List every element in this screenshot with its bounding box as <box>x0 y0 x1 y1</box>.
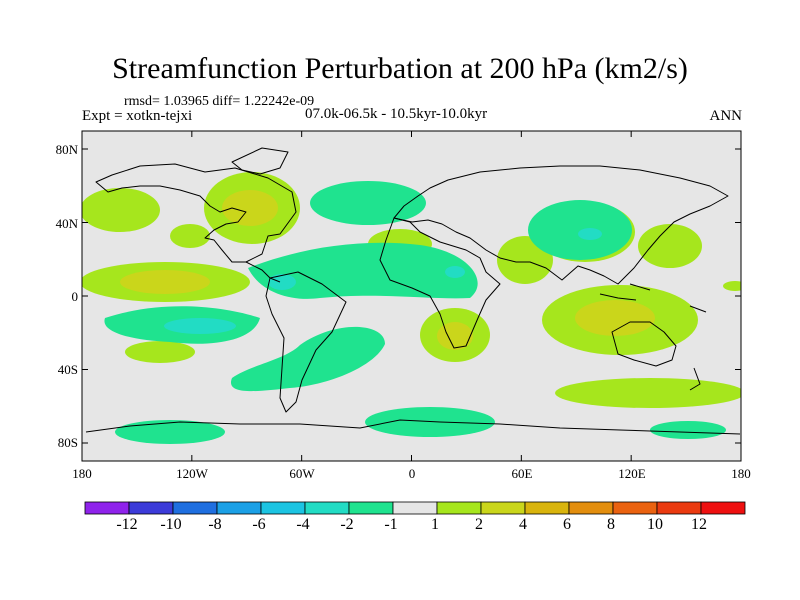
coastlines <box>85 147 741 435</box>
colorbar-swatch <box>128 501 174 515</box>
lat-tick-label: 80S <box>57 435 78 450</box>
stats-line: rmsd= 1.03965 diff= 1.22242e-09 <box>124 94 315 109</box>
colorbar-swatch <box>172 501 218 515</box>
colorbar-swatch <box>480 501 526 515</box>
anomaly-blob <box>555 378 741 408</box>
colorbar-swatch <box>260 501 306 515</box>
colorbar-label: 6 <box>563 516 571 533</box>
central-america-outline <box>245 261 281 283</box>
colorbar-swatch <box>700 501 746 515</box>
anomaly-blob <box>528 200 632 260</box>
lat-tick-label: 40N <box>55 216 78 231</box>
colorbar-label: 1 <box>431 516 439 533</box>
north-america-outline <box>95 163 297 263</box>
lat-tick-label: 80N <box>55 142 78 157</box>
anomaly-core <box>445 266 465 278</box>
lat-tick-label: 0 <box>71 289 79 304</box>
lon-tick-label: 120W <box>176 466 208 481</box>
anomaly-core <box>120 270 210 294</box>
colorbar <box>84 501 746 515</box>
lon-tick-label: 180 <box>731 466 751 481</box>
season-label: ANN <box>709 108 743 124</box>
colorbar-label: -2 <box>340 516 354 533</box>
colorbar-label: -6 <box>252 516 266 533</box>
eurasia-outline <box>393 165 729 285</box>
colorbar-label: 10 <box>647 516 663 533</box>
anomaly-core <box>575 300 655 336</box>
lon-tick-label: 120E <box>618 466 646 481</box>
anomaly-core <box>578 228 602 240</box>
colorbar-label: -12 <box>116 516 138 533</box>
lon-tick-label: 60W <box>289 466 315 481</box>
colorbar-swatch <box>656 501 702 515</box>
colorbar-swatch <box>348 501 394 515</box>
strong-negative-anomaly-regions <box>164 228 602 334</box>
anomaly-blob <box>638 224 702 268</box>
colorbar-label: -8 <box>208 516 222 533</box>
colorbar-label: 2 <box>475 516 483 533</box>
africa-outline <box>379 217 501 349</box>
colorbar-swatch <box>568 501 614 515</box>
anomaly-blob <box>170 224 210 248</box>
colorbar-swatch <box>524 501 570 515</box>
colorbar-swatch <box>304 501 350 515</box>
colorbar-label: 12 <box>691 516 707 533</box>
experiment-label: Expt = xotkn-tejxi <box>82 108 193 124</box>
new-zealand-outline <box>689 367 701 391</box>
anomaly-blob <box>230 326 385 392</box>
greenland-outline <box>231 147 289 175</box>
australia-outline <box>611 321 677 367</box>
negative-anomaly-regions <box>104 181 726 444</box>
colorbar-swatch <box>84 501 130 515</box>
lon-tick-label: 0 <box>408 466 416 481</box>
colorbar-swatch <box>436 501 482 515</box>
chart-title: Streamfunction Perturbation at 200 hPa (… <box>112 52 688 85</box>
anomaly-blob <box>723 281 741 291</box>
colorbar-label: 8 <box>607 516 615 533</box>
colorbar-label: -10 <box>160 516 182 533</box>
lon-tick-label: 180 <box>72 466 92 481</box>
lat-tick-label: 40S <box>57 362 78 377</box>
antarctica-outline <box>85 419 741 435</box>
anomaly-core <box>268 274 296 290</box>
colorbar-label: -1 <box>384 516 398 533</box>
colorbar-swatch <box>612 501 658 515</box>
strong-positive-anomaly-regions <box>120 190 655 350</box>
anomaly-blob <box>650 421 726 439</box>
anomaly-blob <box>248 242 478 299</box>
colorbar-label: -4 <box>296 516 310 533</box>
colorbar-label: 4 <box>519 516 527 533</box>
anomaly-blob <box>82 188 160 232</box>
colorbar-swatch <box>392 501 438 515</box>
axis-ticks <box>81 131 742 461</box>
anomaly-core <box>437 322 473 350</box>
lon-tick-label: 60E <box>511 466 533 481</box>
anomaly-core <box>222 190 278 226</box>
maritime-continent-outline <box>599 283 707 313</box>
period-label: 07.0k-06.5k - 10.5kyr-10.0kyr <box>305 106 488 122</box>
anomaly-blob <box>125 341 195 363</box>
colorbar-swatch <box>216 501 262 515</box>
anomaly-blob <box>115 420 225 444</box>
anomaly-core <box>164 318 236 334</box>
south-america-outline <box>265 271 347 413</box>
